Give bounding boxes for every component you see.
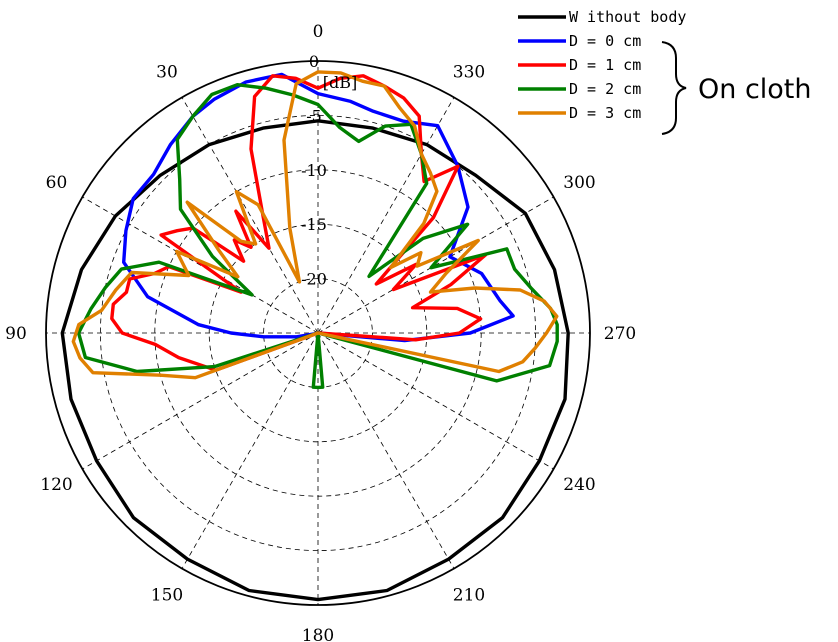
- radial-tick-label: -5: [306, 106, 322, 125]
- angular-grid-spoke: [181, 332, 319, 569]
- series-layer: [60, 70, 570, 602]
- angle-tick-label: 30: [156, 63, 178, 83]
- angle-tick-label: 0: [313, 22, 324, 42]
- radial-tick-label: 0: [309, 52, 319, 71]
- angular-grid-spoke: [181, 97, 319, 334]
- radial-tick-label: -15: [301, 215, 327, 234]
- angle-tick-label: 270: [604, 324, 636, 344]
- legend-label-1: D = 0 cm: [569, 32, 641, 50]
- angle-tick-label: 240: [563, 475, 595, 495]
- legend-label-3: D = 2 cm: [569, 80, 641, 98]
- angular-grid-spoke: [82, 332, 319, 470]
- series-line-2: [110, 74, 488, 372]
- radial-tick-label: -20: [301, 270, 327, 289]
- on-cloth-annotation: On cloth: [661, 41, 812, 135]
- series-line-4: [71, 70, 559, 380]
- legend: W ithout body D = 0 cm D = 1 cm D = 2 cm D =…: [518, 8, 686, 122]
- axis-labels: 0 30 60 90 120 150 180 210 240 270 300 330 0 -5 -10 -15…: [5, 22, 636, 642]
- angle-tick-label: 120: [40, 475, 72, 495]
- on-cloth-label: On cloth: [698, 74, 812, 105]
- angle-tick-label: 60: [46, 173, 68, 193]
- outer-ring: [45, 60, 591, 606]
- legend-group-brace: [661, 41, 687, 135]
- legend-label-0: W ithout body: [569, 8, 686, 26]
- legend-label-4: D = 3 cm: [569, 104, 641, 122]
- angle-tick-label: 90: [5, 324, 27, 344]
- radial-unit-label: [dB]: [323, 73, 357, 92]
- angle-tick-label: 300: [563, 173, 595, 193]
- angle-tick-label: 210: [453, 586, 485, 606]
- radial-tick-label: -10: [301, 161, 327, 180]
- angular-grid-spoke: [317, 332, 455, 569]
- series-line-0: [60, 119, 570, 602]
- angular-grid-spoke: [317, 332, 554, 470]
- angle-tick-label: 150: [151, 586, 183, 606]
- angle-tick-label: 330: [453, 63, 485, 83]
- angular-grid-spoke: [317, 97, 455, 334]
- angle-tick-label: 180: [302, 626, 334, 642]
- legend-label-2: D = 1 cm: [569, 56, 641, 74]
- series-line-3: [76, 83, 559, 390]
